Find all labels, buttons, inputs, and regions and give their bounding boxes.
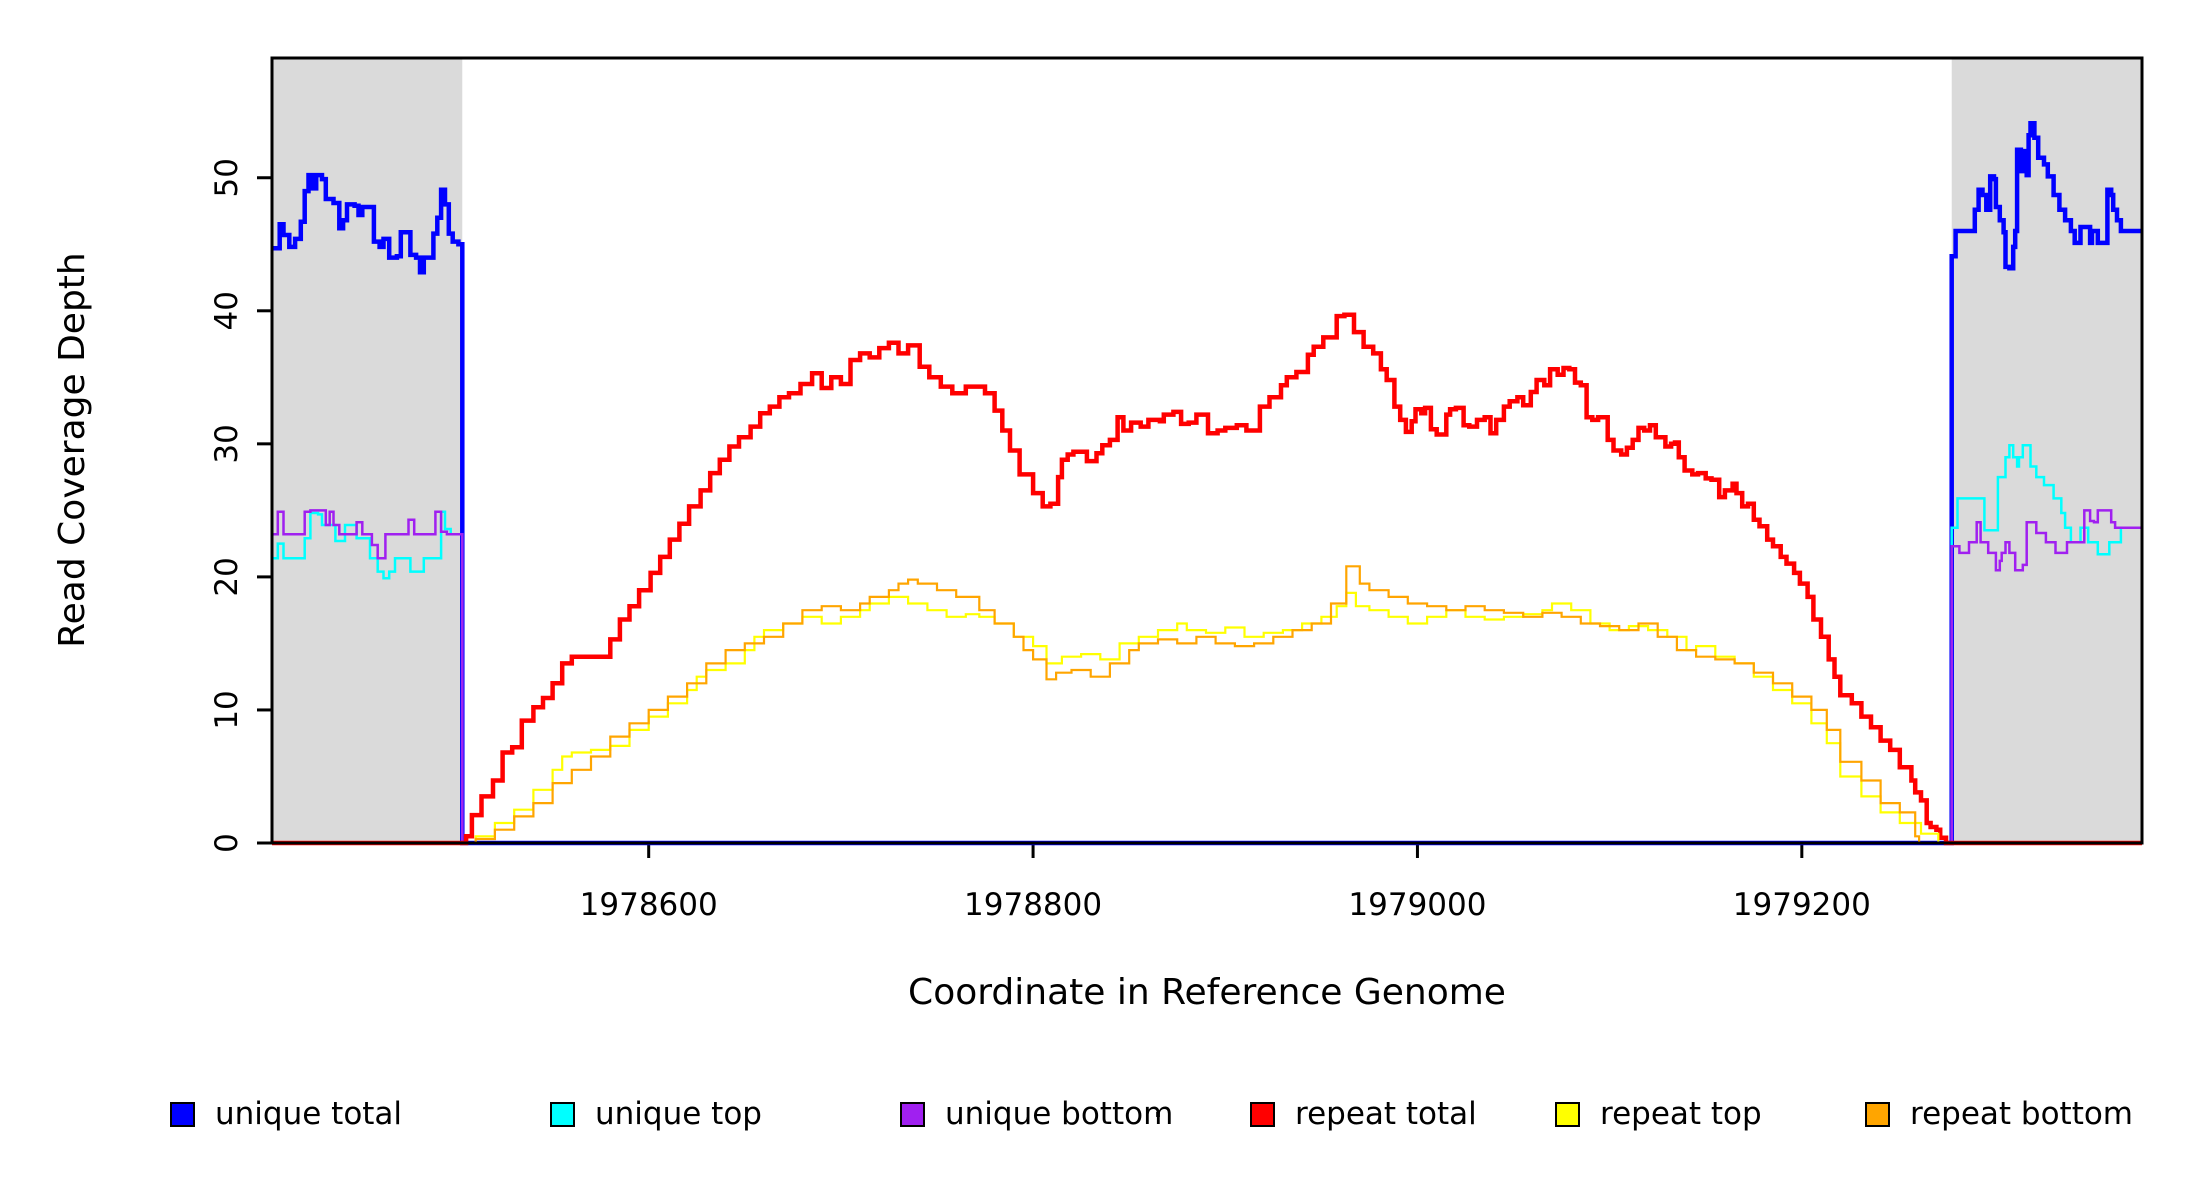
legend-item-unique-bottom: unique bottom bbox=[900, 1096, 1173, 1132]
series-unique-bottom bbox=[272, 509, 2142, 845]
x-axis-tick-label: 1978800 bbox=[964, 887, 1102, 923]
legend-swatch-icon bbox=[1555, 1101, 1580, 1127]
chart-legend: unique total unique top unique bottom repea… bbox=[0, 1096, 2200, 1156]
legend-item-repeat-bottom: repeat bottom bbox=[1865, 1096, 2133, 1132]
legend-swatch-icon bbox=[170, 1101, 195, 1127]
x-axis-tick-label: 1979200 bbox=[1733, 887, 1871, 923]
legend-item-repeat-total: repeat total bbox=[1250, 1096, 1477, 1132]
y-axis-tick-label: 50 bbox=[209, 158, 245, 197]
legend-item-unique-total: unique total bbox=[170, 1096, 402, 1132]
legend-label: repeat total bbox=[1295, 1096, 1477, 1132]
y-axis-tick-label: 0 bbox=[209, 833, 245, 853]
coverage-chart-canvas: 1978600 1978800 1979000 1979200 0 10 20 30 40 50 bbox=[209, 56, 2144, 923]
series-repeat-bottom bbox=[272, 565, 2142, 845]
legend-label: repeat top bbox=[1600, 1096, 1762, 1132]
legend-swatch-icon bbox=[1250, 1101, 1275, 1127]
legend-item-unique-top: unique top bbox=[550, 1096, 762, 1132]
legend-label: unique total bbox=[215, 1096, 403, 1132]
series-unique-total bbox=[272, 120, 2142, 846]
y-axis-tick-label: 20 bbox=[209, 557, 245, 596]
left-flank-unique-region bbox=[272, 58, 463, 843]
legend-label: repeat bottom bbox=[1910, 1096, 2134, 1132]
series-repeat-total bbox=[272, 312, 2142, 846]
legend-swatch-icon bbox=[550, 1101, 575, 1127]
legend-item-repeat-top: repeat top bbox=[1555, 1096, 1762, 1132]
series-unique-top bbox=[272, 443, 2142, 845]
legend-label: unique bottom bbox=[945, 1096, 1174, 1132]
legend-swatch-icon bbox=[900, 1101, 925, 1127]
x-axis-tick-label: 1979000 bbox=[1348, 887, 1486, 923]
plot-border bbox=[270, 56, 2144, 845]
legend-swatch-icon bbox=[1865, 1101, 1890, 1127]
y-axis-title: Read Coverage Depth bbox=[52, 252, 93, 648]
legend-label: unique top bbox=[595, 1096, 762, 1132]
x-axis-title: Coordinate in Reference Genome bbox=[908, 972, 1506, 1013]
y-axis-tick-label: 10 bbox=[209, 690, 245, 729]
x-axis-tick-label: 1978600 bbox=[580, 887, 718, 923]
y-axis-tick-label: 30 bbox=[209, 424, 245, 463]
stray-dot-mark bbox=[1156, 1112, 1160, 1117]
y-axis-tick-label: 40 bbox=[209, 291, 245, 330]
